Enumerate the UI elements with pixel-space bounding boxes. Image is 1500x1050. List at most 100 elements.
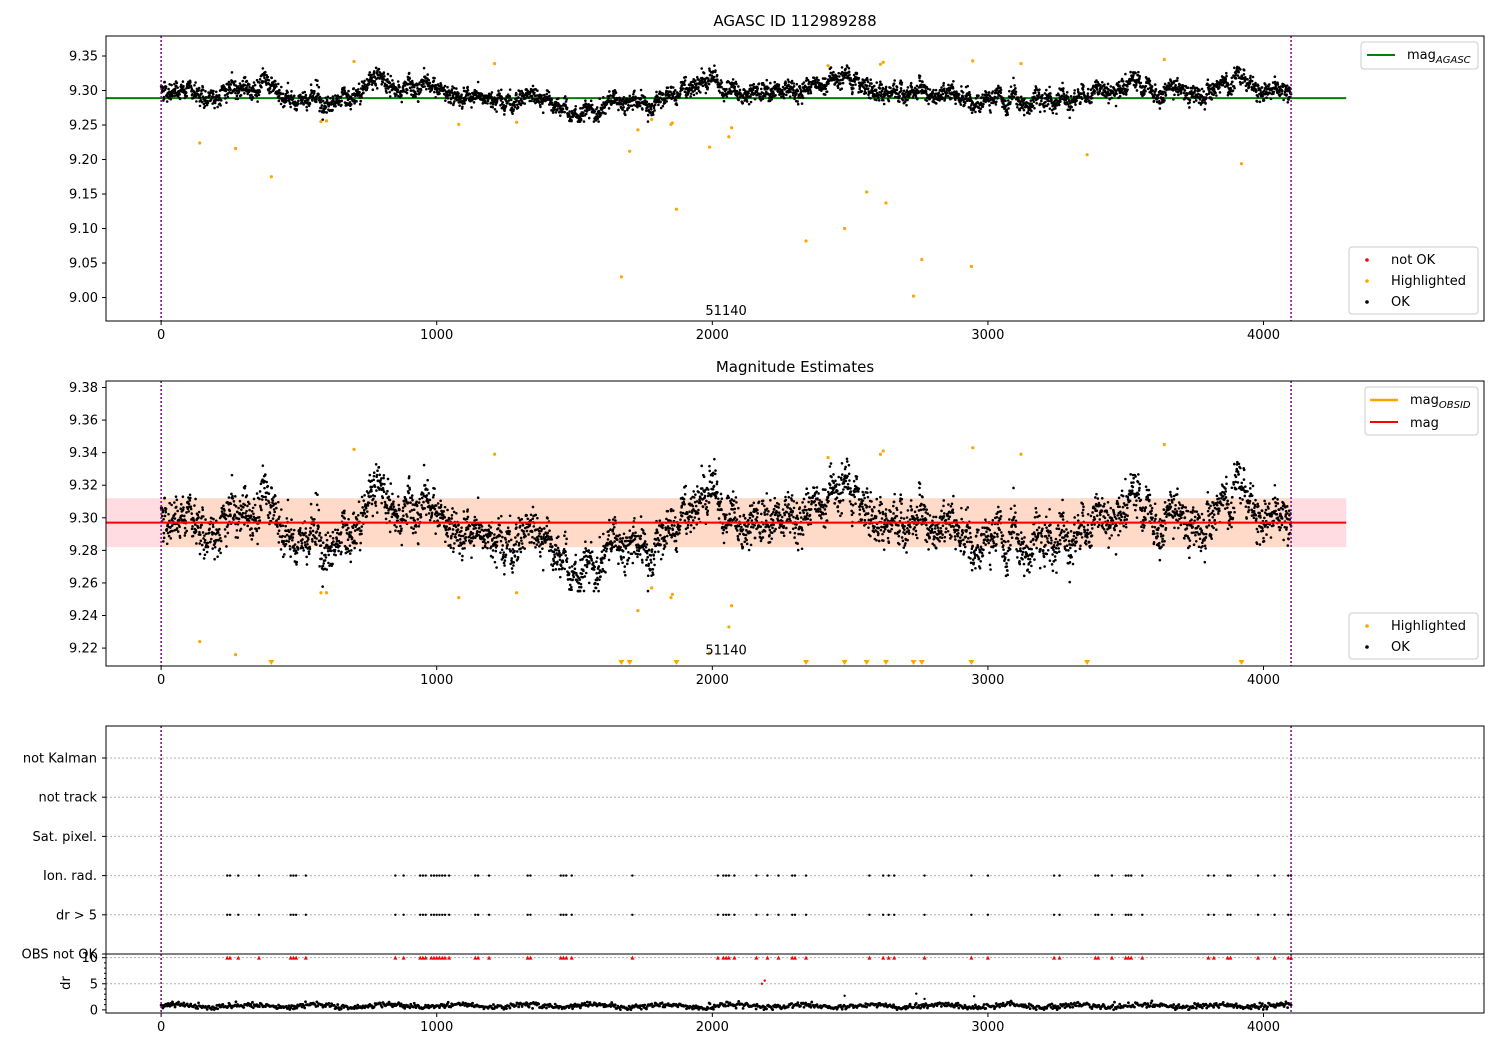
ok-point	[189, 496, 192, 500]
ok-point	[297, 540, 300, 544]
ok-point	[205, 550, 209, 554]
ok-point	[258, 497, 261, 501]
ok-point	[360, 96, 363, 99]
ok-point	[395, 93, 398, 96]
ok-point	[297, 99, 300, 103]
ok-point	[644, 109, 648, 112]
ok-point	[1182, 84, 1185, 88]
ok-point	[320, 557, 323, 561]
ok-point	[167, 512, 170, 516]
ok-point	[265, 502, 268, 506]
ok-point	[1040, 97, 1044, 100]
ok-point	[560, 104, 563, 108]
ok-point	[782, 92, 786, 96]
ok-point	[233, 514, 237, 517]
ok-point	[491, 103, 495, 106]
ok-point	[225, 101, 228, 104]
ok-point	[581, 114, 585, 118]
ok-point	[1236, 74, 1240, 77]
ok-point	[319, 536, 323, 539]
ok-point	[196, 513, 200, 517]
ok-point	[268, 87, 272, 90]
ok-point	[313, 517, 316, 521]
ok-point	[418, 91, 422, 94]
ok-point	[1134, 71, 1137, 75]
ok-point	[311, 529, 315, 533]
ok-point	[777, 83, 781, 87]
ok-point	[1033, 91, 1037, 95]
ok-point	[301, 538, 304, 541]
ok-point	[189, 80, 192, 84]
ok-point	[388, 81, 392, 85]
ok-point	[313, 89, 316, 93]
ok-point	[1100, 80, 1104, 84]
ok-point	[365, 88, 369, 92]
ok-point	[745, 100, 749, 103]
ok-point	[607, 107, 611, 110]
ok-point	[1031, 104, 1035, 108]
ok-point	[248, 502, 251, 506]
ok-point	[256, 100, 259, 103]
ok-point	[460, 93, 463, 96]
ok-point	[204, 89, 207, 93]
ok-point	[1023, 97, 1026, 101]
ok-point	[851, 83, 855, 87]
ok-point	[319, 539, 323, 542]
ok-point	[594, 118, 598, 122]
ok-point	[348, 101, 352, 104]
ok-point	[1261, 94, 1264, 98]
ok-point	[1117, 80, 1121, 84]
ok-point	[999, 88, 1003, 92]
ok-point	[994, 103, 998, 106]
ok-point	[349, 531, 353, 534]
ok-point	[185, 511, 188, 514]
ok-point	[330, 545, 333, 549]
ok-point	[1234, 71, 1238, 75]
ok-point	[258, 90, 262, 93]
ok-point	[193, 84, 196, 87]
y-tick-label: 9.35	[69, 50, 98, 65]
ok-point	[267, 516, 270, 519]
ok-point	[315, 100, 318, 104]
ok-point	[1173, 93, 1176, 97]
ok-point	[309, 502, 313, 506]
ok-point	[1225, 74, 1228, 78]
ok-point	[325, 538, 329, 542]
ok-point	[277, 541, 281, 544]
ok-point	[1280, 92, 1284, 95]
ok-point	[316, 79, 319, 83]
ok-point	[263, 486, 266, 490]
ok-point	[251, 506, 255, 510]
ok-point	[261, 464, 265, 467]
ok-point	[366, 504, 370, 507]
ok-point	[273, 79, 277, 83]
y-tick-label: 9.25	[69, 119, 98, 134]
ok-point	[307, 104, 311, 108]
ok-point	[348, 552, 352, 555]
ok-point	[1285, 93, 1288, 96]
ok-point	[866, 80, 870, 84]
ok-point	[857, 91, 860, 94]
ok-point	[532, 99, 536, 103]
ok-point	[234, 91, 237, 95]
ok-point	[185, 94, 189, 98]
ok-point	[1224, 78, 1228, 81]
ok-point	[649, 111, 652, 114]
ok-point	[657, 103, 660, 107]
ok-point	[513, 103, 516, 106]
ok-point	[1193, 88, 1197, 92]
ok-point	[1037, 93, 1041, 96]
ok-point	[386, 72, 390, 76]
ok-point	[398, 85, 401, 89]
ok-point	[1148, 79, 1152, 83]
ok-point	[1132, 83, 1136, 87]
ok-point	[807, 92, 810, 95]
ok-point	[190, 527, 194, 531]
ok-point	[713, 64, 716, 67]
ok-point	[329, 534, 332, 538]
ok-point	[289, 555, 292, 558]
ok-point	[178, 536, 182, 539]
ok-point	[957, 95, 960, 99]
ok-point	[971, 101, 974, 104]
ok-point	[216, 531, 220, 534]
